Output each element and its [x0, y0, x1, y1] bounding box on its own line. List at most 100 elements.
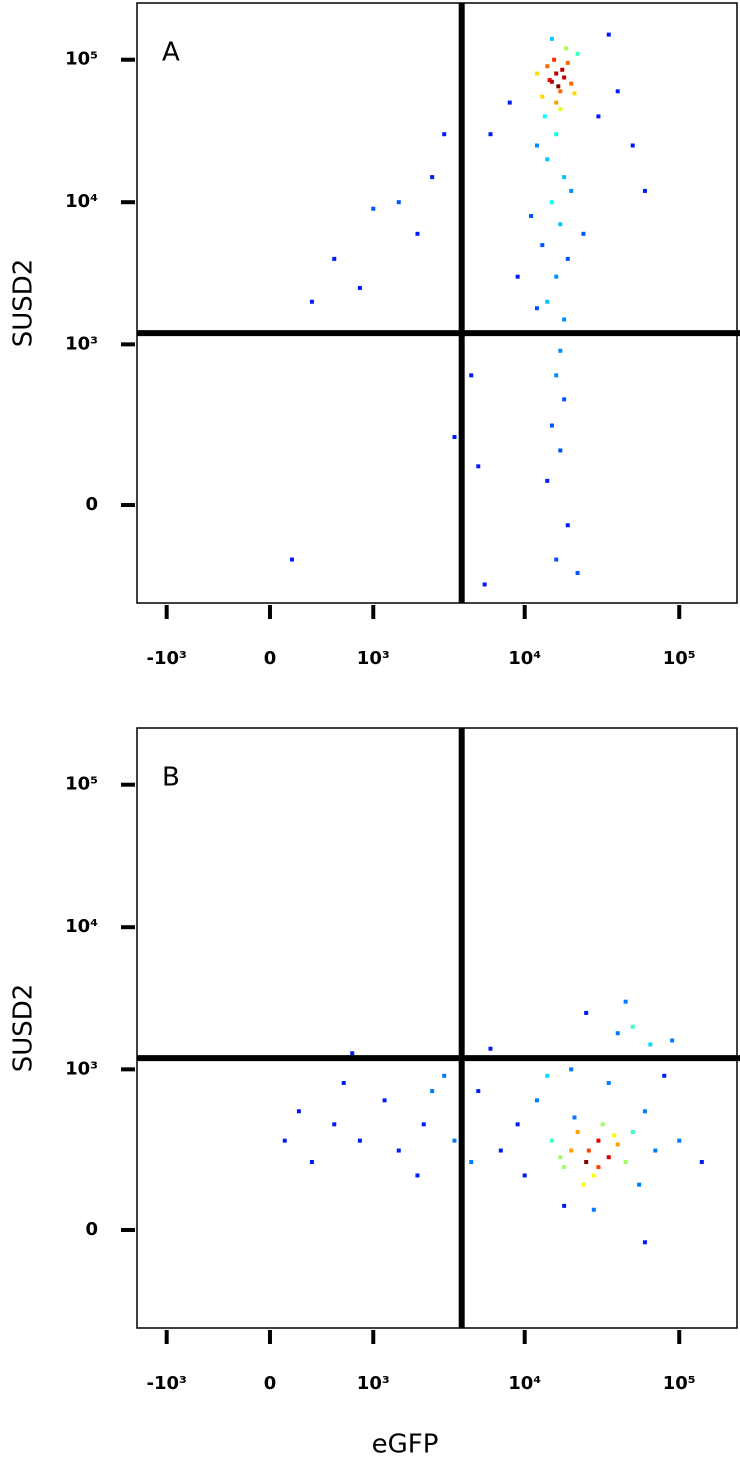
event-dot	[642, 188, 647, 193]
event-dot	[515, 1122, 520, 1127]
event-dot	[289, 557, 294, 562]
event-dot	[562, 397, 567, 402]
event-dot	[382, 1098, 387, 1103]
event-dot	[488, 1046, 493, 1051]
plot-frame	[136, 2, 738, 604]
event-dot	[606, 32, 611, 37]
x-tick-label: -10³	[146, 648, 186, 669]
event-dot	[572, 91, 577, 96]
event-dot	[415, 1173, 420, 1178]
event-dot	[545, 478, 550, 483]
event-dot	[396, 1148, 401, 1153]
event-dot	[648, 1042, 653, 1047]
event-dot	[549, 79, 554, 84]
event-dot	[562, 1165, 567, 1170]
event-dot	[498, 1148, 503, 1153]
event-dot	[332, 1122, 337, 1127]
x-tick-label: 0	[264, 1373, 277, 1394]
x-tick-label: 0	[264, 648, 277, 669]
x-tick-label: 10⁵	[663, 1373, 696, 1394]
event-dot	[565, 256, 570, 261]
event-dot	[540, 94, 545, 99]
event-dot	[642, 1240, 647, 1245]
event-dot	[615, 1031, 620, 1036]
event-dot	[562, 75, 567, 80]
event-dot	[421, 1122, 426, 1127]
event-dot	[554, 557, 559, 562]
y-tick-label: 0	[85, 494, 98, 515]
event-dot	[558, 348, 563, 353]
event-dot	[637, 1182, 642, 1187]
event-dot	[452, 1138, 457, 1143]
event-dot	[562, 1203, 567, 1208]
event-dot	[469, 1160, 474, 1165]
event-dot	[569, 188, 574, 193]
event-dot	[540, 243, 545, 248]
event-dot	[554, 274, 559, 279]
event-dot	[600, 1122, 605, 1127]
event-dot	[677, 1138, 682, 1143]
y-tick-label: 10³	[65, 1058, 98, 1079]
event-dot	[482, 582, 487, 587]
x-tick-label: 10⁵	[663, 648, 696, 669]
event-dot	[584, 1010, 589, 1015]
x-tick-label: 10³	[357, 648, 390, 669]
event-dot	[623, 1160, 628, 1165]
x-tick-label: -10³	[146, 1373, 186, 1394]
event-dot	[575, 570, 580, 575]
event-dot	[549, 200, 554, 205]
event-dot	[630, 143, 635, 148]
event-dot	[612, 1133, 617, 1138]
event-dot	[554, 100, 559, 105]
event-dot	[534, 306, 539, 311]
x-axis-label: eGFP	[372, 1430, 439, 1460]
event-dot	[560, 67, 565, 72]
event-dot	[534, 143, 539, 148]
event-dot	[569, 81, 574, 86]
event-dot	[549, 423, 554, 428]
event-dot	[522, 1173, 527, 1178]
event-dot	[430, 1089, 435, 1094]
event-dot	[569, 1067, 574, 1072]
y-tick-label: 10⁴	[65, 191, 98, 212]
event-dot	[476, 464, 481, 469]
event-dot	[542, 114, 547, 119]
event-dot	[547, 78, 552, 83]
event-dot	[357, 1138, 362, 1143]
y-tick-label: 10⁵	[65, 49, 98, 70]
event-dot	[591, 1207, 596, 1212]
event-dot	[606, 1155, 611, 1160]
event-dot	[653, 1148, 658, 1153]
event-dot	[615, 89, 620, 94]
event-dot	[699, 1160, 704, 1165]
plot-frame	[136, 727, 738, 1329]
y-tick-label: 10³	[65, 333, 98, 354]
event-dot	[558, 448, 563, 453]
event-dot	[534, 71, 539, 76]
event-dot	[558, 1155, 563, 1160]
event-dot	[529, 214, 534, 219]
event-dot	[415, 231, 420, 236]
event-dot	[549, 36, 554, 41]
event-dot	[591, 1173, 596, 1178]
event-dot	[581, 1182, 586, 1187]
event-dot	[575, 1130, 580, 1135]
event-dot	[586, 1148, 591, 1153]
event-dot	[596, 1138, 601, 1143]
event-dot	[552, 57, 557, 62]
event-dot	[554, 373, 559, 378]
event-dot	[357, 285, 362, 290]
event-dot	[642, 1109, 647, 1114]
y-tick-label: 10⁵	[65, 774, 98, 795]
event-dot	[545, 157, 550, 162]
event-dot	[545, 299, 550, 304]
event-dot	[575, 51, 580, 56]
event-dot	[371, 206, 376, 211]
event-dot	[515, 274, 520, 279]
panel-label: A	[162, 38, 180, 68]
event-dot	[565, 60, 570, 65]
event-dot	[670, 1038, 675, 1043]
y-axis-label: SUSD2	[9, 259, 39, 348]
event-dot	[623, 999, 628, 1004]
event-dot	[545, 64, 550, 69]
